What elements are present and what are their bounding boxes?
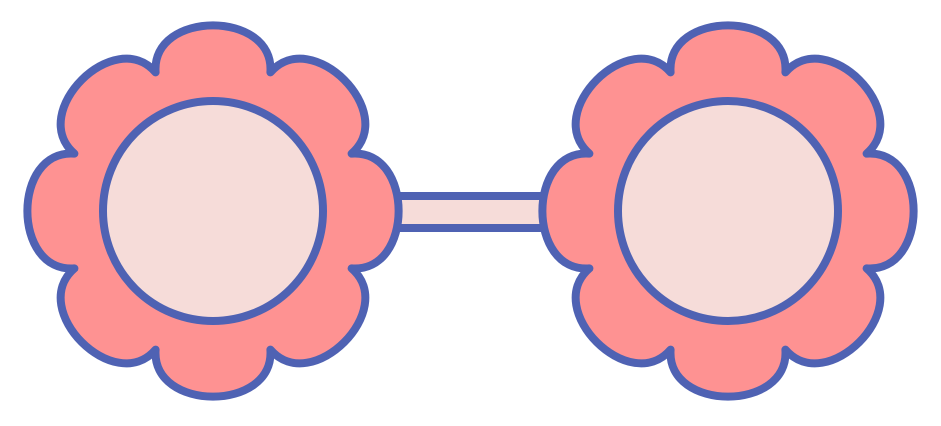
right-lens-frame [538,21,918,401]
bridge [388,192,556,232]
right-lens [614,97,842,325]
left-lens [99,97,327,325]
left-lens-frame [23,21,403,401]
